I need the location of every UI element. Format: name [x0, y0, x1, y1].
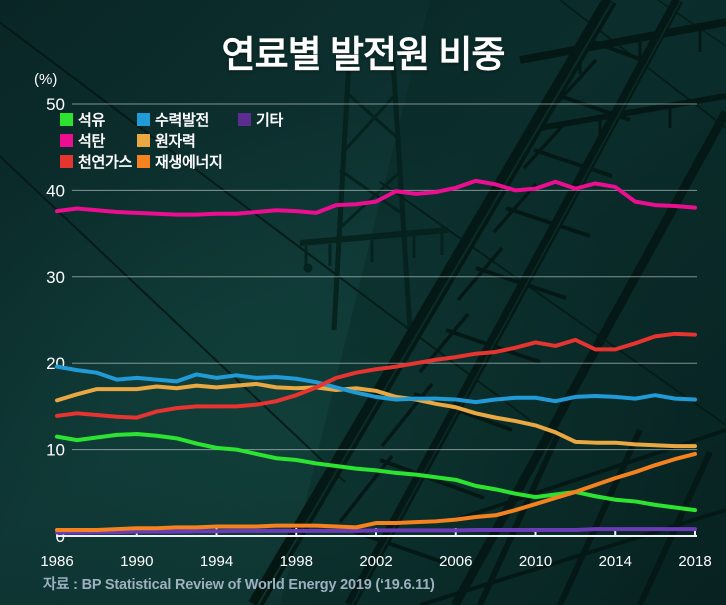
x-tick-label: 1986	[40, 553, 73, 570]
coal-swatch-icon	[60, 134, 73, 147]
y-axis-unit-label: (%)	[34, 71, 58, 88]
legend-item-oil: 석유	[60, 109, 137, 130]
series-line-nuclear	[55, 381, 697, 449]
legend-label-gas: 천연가스	[78, 154, 133, 171]
x-tick-label: 2010	[519, 553, 552, 570]
legend-item-renewables: 재생에너지	[137, 151, 238, 172]
tower-highlights	[257, 1, 681, 605]
legend-label-hydro: 수력발전	[155, 112, 210, 129]
renewables-swatch-icon	[137, 155, 150, 168]
x-tick-label: 1994	[200, 553, 233, 570]
series-line-oil	[55, 432, 697, 513]
x-tick-label: 2014	[599, 553, 632, 570]
source-note: 자료 : BP Statistical Review of World Ener…	[43, 577, 435, 593]
y-tick-label: 50	[46, 95, 65, 114]
hydro-swatch-icon	[137, 113, 150, 126]
legend: 석유 수력발전 기타 석탄 원자력 천연가스 재생에너지	[60, 109, 283, 172]
legend-item-other: 기타	[238, 109, 283, 130]
middle-pylon	[299, 59, 449, 331]
legend-label-other: 기타	[256, 112, 284, 129]
legend-label-renewables: 재생에너지	[155, 154, 223, 171]
x-tick-label: 1990	[120, 553, 153, 570]
legend-label-coal: 석탄	[78, 133, 106, 150]
legend-item-coal: 석탄	[60, 130, 137, 151]
series-line-coal	[55, 178, 697, 217]
legend-item-nuclear: 원자력	[137, 130, 238, 151]
gas-swatch-icon	[60, 155, 73, 168]
y-tick-label: 30	[46, 268, 65, 287]
x-tick-label: 2018	[678, 553, 711, 570]
page-title: 연료별 발전원 비중	[221, 34, 506, 75]
right-tower	[248, 0, 726, 605]
series-line-gas	[55, 331, 697, 420]
legend-item-gas: 천연가스	[60, 151, 137, 172]
series-line-hydro	[55, 364, 697, 405]
series-line-other	[55, 527, 697, 535]
series-line-renewables	[55, 451, 697, 532]
y-tick-label: 40	[46, 181, 65, 200]
y-tick-label: 20	[46, 354, 65, 373]
tint	[280, 0, 726, 605]
y-tick-label: 10	[46, 441, 65, 460]
legend-label-oil: 석유	[78, 112, 106, 129]
oil-swatch-icon	[60, 113, 73, 126]
nuclear-swatch-icon	[137, 134, 150, 147]
x-tick-label: 2002	[359, 553, 392, 570]
other-swatch-icon	[238, 113, 251, 126]
legend-label-nuclear: 원자력	[155, 133, 196, 150]
legend-item-hydro: 수력발전	[137, 109, 238, 130]
x-tick-label: 1998	[280, 553, 313, 570]
x-tick-label: 2006	[439, 553, 472, 570]
